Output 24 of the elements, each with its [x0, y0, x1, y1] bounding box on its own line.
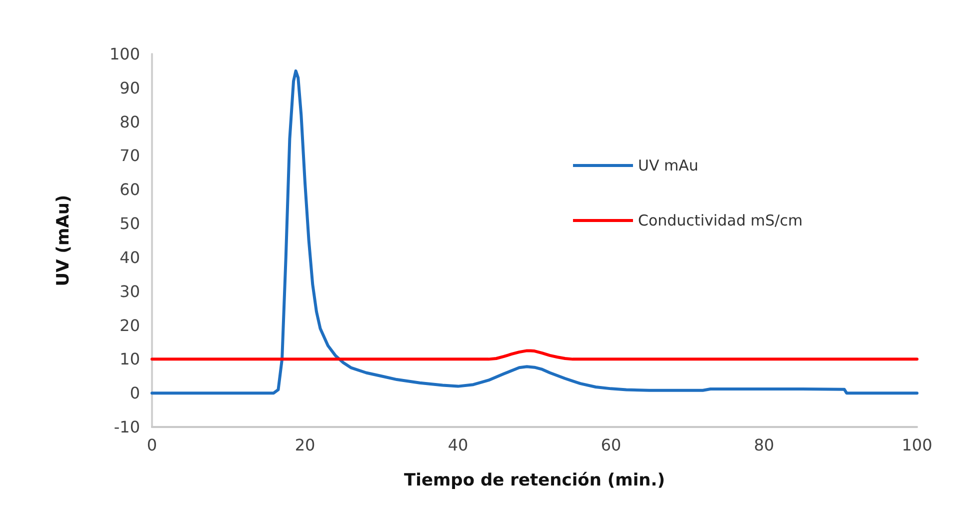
y-tick-label: 0: [130, 384, 140, 403]
y-tick-label: 40: [120, 248, 140, 267]
x-tick-label: 100: [902, 436, 932, 454]
y-axis-title: UV (mAu): [54, 194, 74, 286]
line-series: [150, 349, 918, 361]
x-tick-label: 0: [146, 436, 158, 454]
x-tick-label: 40: [448, 436, 468, 454]
y-tick-label: 30: [120, 282, 140, 301]
y-tick-label: 90: [120, 78, 140, 98]
x-axis-title: Tiempo de retención (min.): [404, 470, 665, 490]
y-tick-label: -10: [114, 418, 140, 436]
legend-label: UV mAu: [638, 156, 698, 174]
y-tick-label: 20: [120, 316, 140, 335]
x-tick-label: 60: [600, 436, 622, 454]
legend-label: Conductividad mS/cm: [638, 212, 803, 230]
y-tick-label: 80: [120, 112, 140, 132]
y-tick-label: 70: [120, 146, 140, 166]
y-tick-label: 60: [120, 180, 140, 200]
x-tick-label: 20: [294, 436, 316, 454]
line-series: [150, 69, 918, 395]
y-tick-label: 50: [120, 214, 140, 234]
y-tick-label: 10: [120, 350, 140, 369]
x-tick-label: 80: [754, 436, 774, 454]
y-tick-label: 100: [109, 44, 140, 64]
